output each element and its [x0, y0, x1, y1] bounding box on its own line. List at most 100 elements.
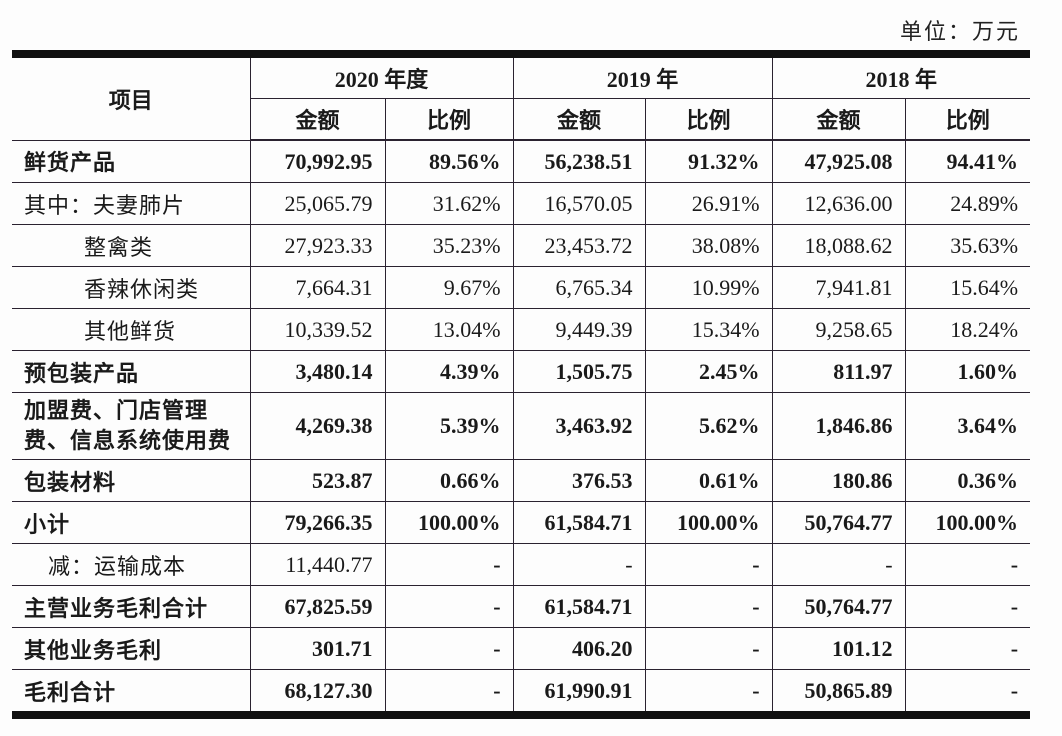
- table-row-less-transport-cost: 减：运输成本 11,440.77 - - - - -: [12, 543, 1031, 586]
- amount-2018: 50,764.77: [771, 501, 906, 544]
- ratio-2018: 35.63%: [904, 224, 1031, 267]
- ratio-header-2018: 比例: [904, 98, 1031, 141]
- ratio-2020: 13.04%: [384, 308, 514, 351]
- year-header-2018: 2018 年: [771, 53, 1031, 99]
- ratio-2020: -: [384, 543, 514, 586]
- amount-2020: 3,480.14: [249, 350, 386, 393]
- amount-2020: 27,923.33: [249, 224, 386, 267]
- ratio-2020: -: [384, 669, 514, 716]
- ratio-2019: -: [644, 627, 773, 670]
- amount-2019: 406.20: [512, 627, 646, 670]
- amount-2020: 25,065.79: [249, 182, 386, 225]
- year-header-2019: 2019 年: [512, 53, 773, 99]
- amount-2018: 9,258.65: [771, 308, 906, 351]
- table-row-prepackaged: 预包装产品 3,480.14 4.39% 1,505.75 2.45% 811.…: [12, 350, 1031, 393]
- amount-header-2019: 金额: [512, 98, 646, 141]
- table-row-other-fresh: 其他鲜货 10,339.52 13.04% 9,449.39 15.34% 9,…: [12, 308, 1031, 351]
- ratio-2018: 1.60%: [904, 350, 1031, 393]
- amount-2020: 70,992.95: [249, 139, 386, 183]
- table-row-whole-poultry: 整禽类 27,923.33 35.23% 23,453.72 38.08% 18…: [12, 224, 1031, 267]
- ratio-2019: 15.34%: [644, 308, 773, 351]
- amount-2019: 61,584.71: [512, 585, 646, 628]
- ratio-2018: 18.24%: [904, 308, 1031, 351]
- ratio-2020: 35.23%: [384, 224, 514, 267]
- amount-2019: 23,453.72: [512, 224, 646, 267]
- amount-2018: 50,865.89: [771, 669, 906, 716]
- amount-2018: -: [771, 543, 906, 586]
- amount-2020: 7,664.31: [249, 266, 386, 309]
- amount-2019: 6,765.34: [512, 266, 646, 309]
- ratio-2018: -: [904, 627, 1031, 670]
- row-label: 预包装产品: [12, 350, 251, 393]
- table-row-subtotal: 小计 79,266.35 100.00% 61,584.71 100.00% 5…: [12, 501, 1031, 544]
- ratio-2019: 2.45%: [644, 350, 773, 393]
- ratio-2020: 4.39%: [384, 350, 514, 393]
- row-label: 其他鲜货: [12, 308, 251, 351]
- amount-2018: 101.12: [771, 627, 906, 670]
- ratio-2020: -: [384, 585, 514, 628]
- unit-label: 单位：万元: [899, 19, 1020, 44]
- table-row-fuqi-feipian: 其中：夫妻肺片 25,065.79 31.62% 16,570.05 26.91…: [12, 182, 1031, 225]
- ratio-header-2020: 比例: [384, 98, 514, 141]
- ratio-2018: 15.64%: [904, 266, 1031, 309]
- ratio-2020: 31.62%: [384, 182, 514, 225]
- row-label: 加盟费、门店管理费、信息系统使用费: [12, 392, 251, 460]
- ratio-2019: 10.99%: [644, 266, 773, 309]
- amount-2018: 18,088.62: [771, 224, 906, 267]
- amount-2018: 12,636.00: [771, 182, 906, 225]
- amount-2020: 68,127.30: [249, 669, 386, 716]
- amount-2018: 811.97: [771, 350, 906, 393]
- amount-2020: 301.71: [249, 627, 386, 670]
- ratio-2019: -: [644, 585, 773, 628]
- row-label: 鲜货产品: [12, 139, 251, 183]
- ratio-2020: 89.56%: [384, 139, 514, 183]
- ratio-header-2019: 比例: [644, 98, 773, 141]
- amount-2020: 67,825.59: [249, 585, 386, 628]
- row-label: 香辣休闲类: [12, 266, 251, 309]
- ratio-2019: 5.62%: [644, 392, 773, 460]
- row-label: 其中：夫妻肺片: [12, 182, 251, 225]
- amount-2018: 47,925.08: [771, 139, 906, 183]
- row-label: 其他业务毛利: [12, 627, 251, 670]
- ratio-2020: 9.67%: [384, 266, 514, 309]
- table-row-main-business-gross-profit: 主营业务毛利合计 67,825.59 - 61,584.71 - 50,764.…: [12, 585, 1031, 628]
- ratio-2018: 3.64%: [904, 392, 1031, 460]
- ratio-2018: 94.41%: [904, 139, 1031, 183]
- amount-2019: 376.53: [512, 459, 646, 502]
- amount-2020: 523.87: [249, 459, 386, 502]
- ratio-2019: 91.32%: [644, 139, 773, 183]
- amount-2019: 56,238.51: [512, 139, 646, 183]
- ratio-2018: 0.36%: [904, 459, 1031, 502]
- table-row-spicy-snacks: 香辣休闲类 7,664.31 9.67% 6,765.34 10.99% 7,9…: [12, 266, 1031, 309]
- amount-header-2020: 金额: [250, 98, 386, 141]
- table-header: 项目 2020 年度 2019 年 2018 年 金额 比例 金额 比例 金额 …: [12, 53, 1031, 141]
- header-row-years: 项目 2020 年度 2019 年 2018 年: [12, 53, 1031, 141]
- table-row-other-business-gross-profit: 其他业务毛利 301.71 - 406.20 - 101.12 -: [12, 627, 1031, 670]
- amount-2019: 61,584.71: [512, 501, 646, 544]
- gross-profit-table-container: 项目 2020 年度 2019 年 2018 年 金额 比例 金额 比例 金额 …: [12, 50, 1031, 719]
- row-label: 小计: [12, 501, 251, 544]
- ratio-2019: 38.08%: [644, 224, 773, 267]
- gross-profit-table: 项目 2020 年度 2019 年 2018 年 金额 比例 金额 比例 金额 …: [12, 50, 1031, 719]
- year-header-2020: 2020 年度: [249, 53, 514, 99]
- header-row-subcolumns: 金额 比例 金额 比例 金额 比例: [12, 98, 1031, 141]
- row-label: 包装材料: [12, 459, 251, 502]
- row-label: 毛利合计: [12, 669, 251, 716]
- table-row-packaging-materials: 包装材料 523.87 0.66% 376.53 0.61% 180.86 0.…: [12, 459, 1031, 502]
- ratio-2019: 100.00%: [644, 501, 773, 544]
- table-body: 鲜货产品 70,992.95 89.56% 56,238.51 91.32% 4…: [12, 139, 1031, 716]
- amount-2018: 7,941.81: [771, 266, 906, 309]
- amount-2019: 9,449.39: [512, 308, 646, 351]
- amount-2019: 1,505.75: [512, 350, 646, 393]
- row-label: 主营业务毛利合计: [12, 585, 251, 628]
- amount-2018: 50,764.77: [771, 585, 906, 628]
- row-label: 减：运输成本: [12, 543, 251, 586]
- amount-2018: 180.86: [771, 459, 906, 502]
- amount-2019: 3,463.92: [512, 392, 646, 460]
- ratio-2020: -: [384, 627, 514, 670]
- amount-2018: 1,846.86: [771, 392, 906, 460]
- ratio-2018: -: [904, 543, 1031, 586]
- amount-2019: 61,990.91: [512, 669, 646, 716]
- amount-2020: 11,440.77: [249, 543, 386, 586]
- ratio-2019: 26.91%: [644, 182, 773, 225]
